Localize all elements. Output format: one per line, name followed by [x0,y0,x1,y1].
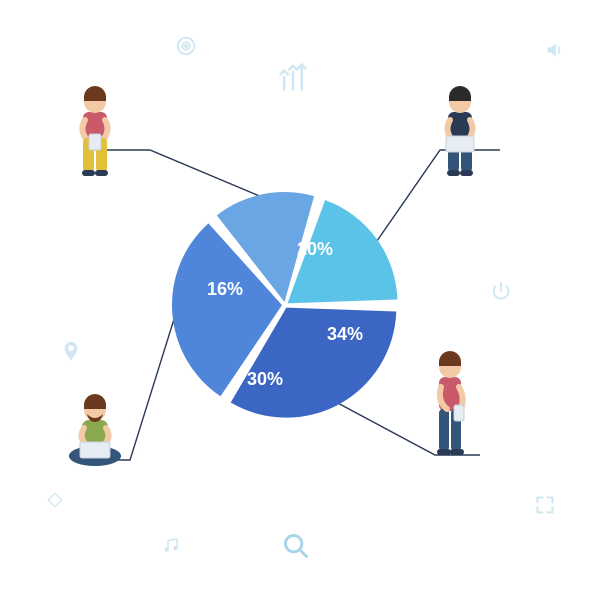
pie-slice-label: 16% [207,279,243,299]
pie-slice-label: 30% [247,369,283,389]
man-tablet [82,86,108,176]
pie-chart: 20% 34% 30% 16% [0,0,600,600]
man-phone [437,351,464,455]
infographic-stage: { "canvas": { "w": 600, "h": 600, "bg": … [0,0,600,600]
man-laptop [69,394,121,466]
woman-laptop [446,86,474,176]
pie-slice-label: 20% [297,239,333,259]
pie-slice-label: 34% [327,324,363,344]
